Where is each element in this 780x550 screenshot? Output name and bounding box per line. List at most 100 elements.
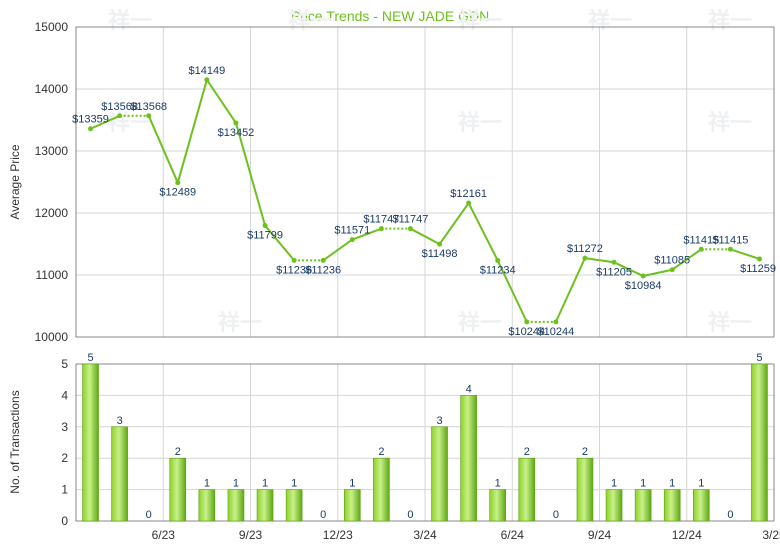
price-point [553, 319, 559, 325]
price-point [175, 180, 181, 186]
price-point [727, 246, 733, 252]
price-line-segment [90, 114, 121, 130]
price-axis-ticks: 10000 11000 12000 13000 14000 15000 [35, 20, 69, 344]
price-point-label: $13568 [101, 101, 138, 113]
price-line-segment [554, 257, 586, 323]
transaction-bar-label: 1 [291, 478, 297, 490]
price-point [640, 273, 646, 279]
transaction-bar-label: 0 [407, 509, 413, 521]
price-point-label: $11747 [363, 214, 399, 226]
transaction-bar [285, 489, 303, 522]
price-point-label: $13359 [72, 114, 109, 126]
watermark-text: 祥一 [458, 310, 502, 335]
transaction-bar [751, 363, 768, 522]
transaction-bar-label: 0 [146, 509, 152, 521]
price-point-label: $10244 [538, 326, 575, 338]
price-point-label: $10984 [625, 280, 662, 292]
transaction-bar [82, 363, 99, 522]
transaction-bar [460, 395, 477, 522]
price-point [88, 126, 94, 132]
price-line-segment [206, 79, 237, 124]
transaction-bar-label: 5 [756, 352, 762, 364]
transaction-bar [634, 489, 652, 522]
price-point [146, 113, 152, 119]
price-line-segment [322, 238, 353, 262]
price-point [233, 120, 239, 126]
price-tick-label: 14000 [35, 82, 69, 96]
price-point [117, 113, 123, 119]
transaction-bar [198, 489, 216, 522]
transaction-bar-label: 1 [262, 478, 268, 490]
price-tick-label: 10000 [35, 330, 69, 344]
price-point-label: $12161 [450, 188, 487, 200]
transaction-bar-label: 4 [466, 383, 472, 395]
price-point-label: $11205 [596, 266, 632, 278]
price-point-label: $11272 [567, 243, 603, 255]
transaction-bar-label: 1 [611, 478, 617, 490]
transaction-bar-label: 3 [436, 415, 442, 427]
transaction-bar [169, 457, 187, 522]
transactions-plot-frame [75, 363, 775, 522]
price-point [407, 226, 413, 232]
price-line-segment [438, 202, 470, 245]
watermark-text: 祥一 [288, 8, 332, 33]
date-tick-label: 9/23 [239, 528, 263, 542]
transaction-bar-label: 1 [204, 478, 210, 490]
price-line-segment [409, 227, 441, 246]
transaction-bar [431, 426, 448, 522]
price-point-label: $11415 [712, 234, 748, 246]
price-point [349, 237, 355, 243]
transaction-bar [692, 489, 710, 522]
transaction-bar [256, 489, 274, 522]
price-line-segment [584, 257, 615, 264]
transaction-bar-label: 3 [117, 415, 123, 427]
price-point-label: $11747 [393, 214, 429, 226]
transaction-bar-label: 0 [320, 509, 326, 521]
transaction-bar-label: 2 [582, 446, 588, 458]
price-point [698, 246, 704, 252]
price-tick-label: 15000 [35, 20, 69, 34]
date-tick-label: 12/23 [323, 528, 353, 542]
transaction-bar-label: 1 [640, 478, 646, 490]
watermark-text: 祥一 [708, 110, 752, 135]
price-line-segment [613, 261, 644, 277]
date-tick-label: 9/24 [588, 528, 612, 542]
transaction-bar [343, 489, 361, 522]
transactions-axis-label: No. of Transactions [8, 390, 22, 493]
transaction-bar-label: 1 [349, 478, 355, 490]
price-point-label: $11085 [654, 255, 690, 267]
transaction-bars: 5 3 0 2 1 1 1 1 0 1 2 0 3 4 1 2 0 2 1 1 1 1 0 5 [82, 352, 768, 522]
price-point-label: $13452 [218, 127, 255, 139]
price-line-segment [496, 260, 528, 323]
price-tick-label: 12000 [35, 206, 69, 220]
watermark-text: 祥一 [458, 110, 502, 135]
price-tick-label: 13000 [35, 144, 69, 158]
watermark-text: 祥一 [708, 310, 752, 335]
price-point-label: $11236 [305, 264, 341, 276]
price-point [437, 241, 443, 247]
watermark-text: 祥一 [588, 8, 632, 33]
price-point [582, 255, 588, 261]
transaction-bar [489, 489, 507, 522]
price-line: $13359$13568$13568$12489$14149$13452$117… [72, 65, 776, 338]
price-axis-label: Average Price [8, 144, 22, 219]
date-tick-label: 3/24 [413, 528, 437, 542]
price-line-segment [642, 268, 673, 277]
transaction-bar-label: 1 [669, 478, 675, 490]
date-tick-label: 3/25 [762, 528, 780, 542]
price-line-segment [264, 224, 295, 262]
transactions-tick-label: 3 [61, 420, 68, 434]
date-tick-label: 6/23 [152, 528, 176, 542]
price-point-label: $11571 [334, 225, 370, 237]
transaction-bar-label: 2 [378, 446, 384, 458]
date-tick-label: 6/24 [501, 528, 525, 542]
transaction-bar-label: 1 [698, 478, 704, 490]
price-point-label: $11415 [683, 234, 719, 246]
price-point [320, 257, 326, 263]
price-point [756, 256, 762, 262]
date-axis-ticks: 6/23 9/23 12/23 3/24 6/24 9/24 12/24 3/25 [152, 528, 780, 542]
watermark-text: 祥一 [708, 8, 752, 33]
price-point-label: $13568 [130, 101, 167, 113]
transaction-bar-label: 2 [175, 446, 181, 458]
